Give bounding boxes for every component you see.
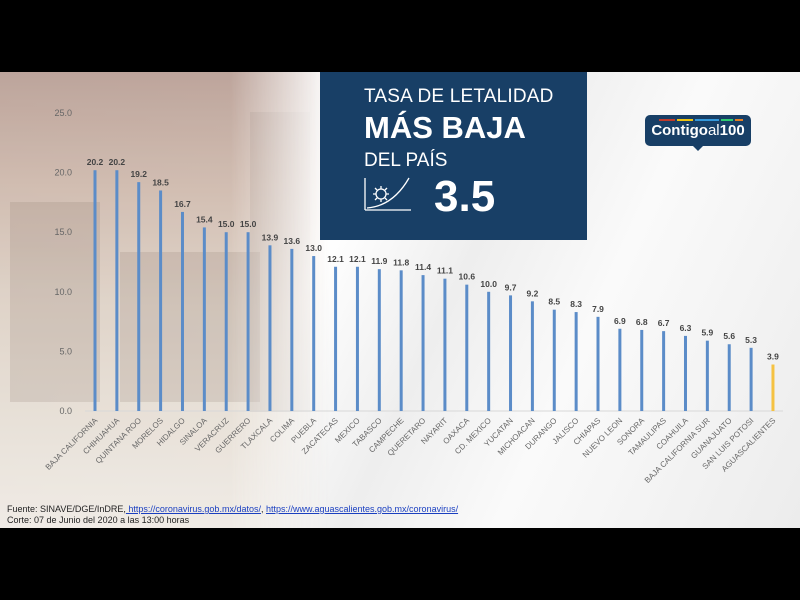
bar [377,269,381,411]
y-tick-label: 20.0 [54,168,72,178]
value-label: 13.9 [262,232,279,242]
value-label: 16.7 [174,199,191,209]
y-tick-label: 10.0 [54,287,72,297]
bar [202,227,206,411]
value-label: 11.8 [393,257,409,267]
headline-value: 3.5 [434,172,496,221]
value-label: 18.5 [152,177,169,187]
value-label: 6.9 [614,316,626,326]
bar [705,340,709,411]
value-label: 3.9 [767,352,779,362]
contigo-al-100-logo: Contigoal100 [645,115,751,151]
building-photo-background [0,72,330,528]
value-label: 7.9 [592,304,604,314]
bar [509,295,513,411]
value-label: 12.1 [327,254,344,264]
bar [159,190,163,411]
source-link-1[interactable]: https://coronavirus.gob.mx/datos/ [125,504,261,514]
bar [290,248,294,411]
bar [334,266,338,411]
value-label: 6.3 [680,323,692,333]
value-label: 6.7 [658,318,670,328]
bar [355,266,359,411]
bar [640,329,644,411]
bar [727,344,731,411]
bar [771,364,775,411]
value-label: 6.8 [636,317,648,327]
headline-line1: TASA DE LETALIDAD [364,86,554,107]
bar [246,232,250,411]
value-label: 15.4 [196,214,213,224]
source-link-2[interactable]: https://www.aguascalientes.gob.mx/corona… [265,504,459,514]
y-tick-label: 15.0 [54,227,72,237]
y-tick-label: 0.0 [59,406,72,416]
value-label: 13.6 [284,236,301,246]
bar [137,182,141,411]
value-label: 10.0 [480,279,497,289]
value-label: 8.3 [570,299,582,309]
value-label: 20.2 [109,157,126,167]
bar [399,270,403,411]
cutoff-note: Corte: 07 de Junio del 2020 a las 13:00 … [7,515,190,525]
value-label: 19.2 [130,169,147,179]
value-label: 9.7 [505,282,517,292]
value-label: 11.9 [371,256,387,266]
value-label: 15.0 [240,219,257,229]
y-tick-label: 25.0 [54,108,72,118]
value-label: 9.2 [526,288,538,298]
bar [180,211,184,411]
bar [618,328,622,411]
value-label: 5.9 [701,328,713,338]
y-tick-label: 5.0 [59,346,72,356]
headline-line3: DEL PAÍS [364,150,448,171]
bar [93,170,97,411]
value-label: 5.3 [745,335,757,345]
value-label: 12.1 [349,254,366,264]
bar [312,256,316,411]
bar [421,275,425,411]
value-label: 13.0 [305,243,322,253]
bar [530,301,534,411]
bar [487,291,491,411]
value-label: 11.4 [415,262,431,272]
source-note: Fuente: SINAVE/DGE/InDRE, https://corona… [7,504,459,514]
value-label: 11.1 [437,266,453,276]
bar [662,331,666,411]
value-label: 8.5 [548,297,560,307]
bar [552,309,556,411]
bar [115,170,119,411]
bar [683,335,687,411]
bar [224,232,228,411]
headline-panel: TASA DE LETALIDAD MÁS BAJA DEL PAÍS 3.5 [320,72,587,240]
bar [268,245,272,411]
headline-line2: MÁS BAJA [364,110,526,145]
value-label: 20.2 [87,157,104,167]
slide: 0.0 5.0 10.0 15.0 20.0 25.0 20.2 BAJA CALIFORNI… [0,72,800,528]
bar [749,347,753,411]
bar [596,316,600,411]
value-label: 5.6 [723,331,735,341]
value-label: 10.6 [459,272,476,282]
bar [574,312,578,411]
virus-curve-chart-icon [364,177,411,211]
value-label: 15.0 [218,219,235,229]
bar [465,284,469,411]
bar [443,278,447,411]
